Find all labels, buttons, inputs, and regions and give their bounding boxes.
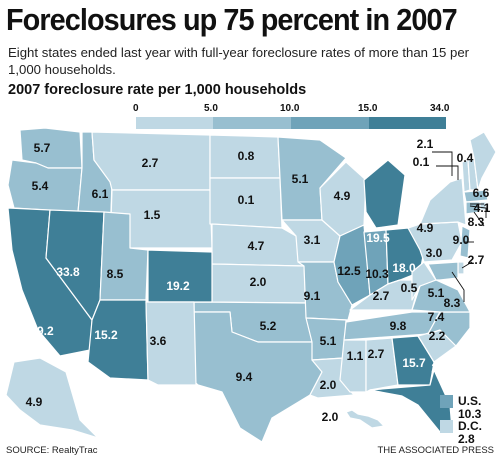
state-rate-label: 19.2 <box>166 279 190 293</box>
agency-credit: THE ASSOCIATED PRESS <box>377 445 495 456</box>
state-rate-label: 2.0 <box>250 275 267 289</box>
scale-title: 2007 foreclosure rate per 1,000 househol… <box>8 82 307 98</box>
state-shape <box>391 335 435 386</box>
us-label: U.S. 10.3 <box>458 394 482 421</box>
state-rate-label: 5.7 <box>34 141 51 155</box>
state-rate-label: 2.7 <box>368 347 385 361</box>
state-rate-label: 5.1 <box>292 172 309 186</box>
state-rate-label: 4.7 <box>248 239 265 253</box>
state-shape <box>427 261 459 281</box>
state-rate-label: 3.6 <box>150 334 167 348</box>
state-rate-label: 2.7 <box>373 289 390 303</box>
leader-lines <box>432 151 487 302</box>
legend-swatch <box>291 117 369 129</box>
legend-tick: 15.0 <box>358 103 378 114</box>
state-rate-label: 0.1 <box>413 155 430 169</box>
state-rate-label: 7.4 <box>428 310 445 324</box>
state-rate-label: 3.0 <box>426 246 443 260</box>
legend-swatch <box>369 117 446 129</box>
state-shape <box>5 357 99 439</box>
state-shape <box>411 261 437 301</box>
state-rate-label: 2.7 <box>142 156 159 170</box>
state-rate-label: 1.5 <box>144 208 161 222</box>
state-rate-label: 20.0 <box>431 361 455 375</box>
legend-swatch <box>136 117 213 129</box>
state-rate-label: 19.5 <box>366 231 390 245</box>
state-rate-label: 4.9 <box>26 395 43 409</box>
state-rate-label: 9.8 <box>390 319 407 333</box>
state-rate-label: 2.2 <box>429 329 446 343</box>
state-shape <box>457 261 465 275</box>
dc-label: D.C. 2.8 <box>458 419 482 446</box>
state-rate-label: 5.1 <box>320 334 337 348</box>
state-rate-label: 5.4 <box>32 179 49 193</box>
state-shape <box>365 337 399 393</box>
legend: 0 5.0 10.0 15.0 34.0 <box>133 103 450 135</box>
state-rate-label: 8.5 <box>107 267 124 281</box>
state-shape <box>363 159 406 229</box>
state-rate-label: 19.2 <box>30 324 54 338</box>
state-rate-label: 0.8 <box>238 149 255 163</box>
state-rate-label: 0.4 <box>457 151 474 165</box>
dc-swatch <box>440 420 453 433</box>
state-rate-label: 15.2 <box>94 328 118 342</box>
state-rate-label: 18.0 <box>392 261 416 275</box>
state-rate-label: 2.7 <box>468 253 485 267</box>
state-rate-label: 6.6 <box>473 186 490 200</box>
legend-tick: 5.0 <box>204 103 218 114</box>
us-swatch <box>440 395 453 408</box>
state-rate-label: 6.1 <box>92 187 109 201</box>
state-rate-label: 1.1 <box>347 349 364 363</box>
source-credit: SOURCE: RealtyTrac <box>6 445 98 456</box>
state-rate-label: 15.7 <box>402 356 426 370</box>
subtitle: Eight states ended last year with full-y… <box>8 45 470 77</box>
state-rate-label: 4.9 <box>334 189 351 203</box>
state-rate-label: 9.0 <box>453 233 470 247</box>
state-rate-label: 2.0 <box>322 410 339 424</box>
state-rate-label: 10.3 <box>365 267 389 281</box>
state-rate-label: 5.2 <box>260 319 277 333</box>
state-rate-label: 4.9 <box>417 221 434 235</box>
state-shape <box>463 189 489 203</box>
state-shape <box>469 131 497 191</box>
state-rate-label: 2.0 <box>320 378 337 392</box>
legend-tick: 34.0 <box>430 103 450 114</box>
state-rate-label: 9.4 <box>236 370 253 384</box>
state-rate-label: 0.5 <box>401 281 418 295</box>
state-rate-label: 12.5 <box>337 264 361 278</box>
page-title: Foreclosures up 75 percent in 2007 <box>6 2 458 37</box>
state-shape <box>175 311 323 443</box>
state-rate-label: 8.3 <box>444 296 461 310</box>
legend-swatch <box>213 117 291 129</box>
state-rate-label: 9.1 <box>304 289 321 303</box>
state-rate-label: 5.1 <box>428 286 445 300</box>
state-shape <box>465 201 481 215</box>
state-rate-label: 33.8 <box>56 265 80 279</box>
state-rate-label: 8.3 <box>468 215 485 229</box>
state-shape <box>333 224 371 306</box>
state-shape <box>147 249 213 303</box>
state-shape <box>345 409 385 429</box>
legend-tick: 10.0 <box>280 103 300 114</box>
state-rate-label: 0.1 <box>238 193 255 207</box>
state-shape <box>419 177 467 226</box>
state-shape <box>145 301 197 386</box>
state-rate-label: 2.1 <box>417 137 434 151</box>
state-shape <box>339 339 367 393</box>
state-rate-label: 4.1 <box>474 201 491 215</box>
legend-tick: 0 <box>133 103 139 114</box>
state-rate-label: 3.1 <box>304 233 321 247</box>
state-shape <box>87 299 149 381</box>
